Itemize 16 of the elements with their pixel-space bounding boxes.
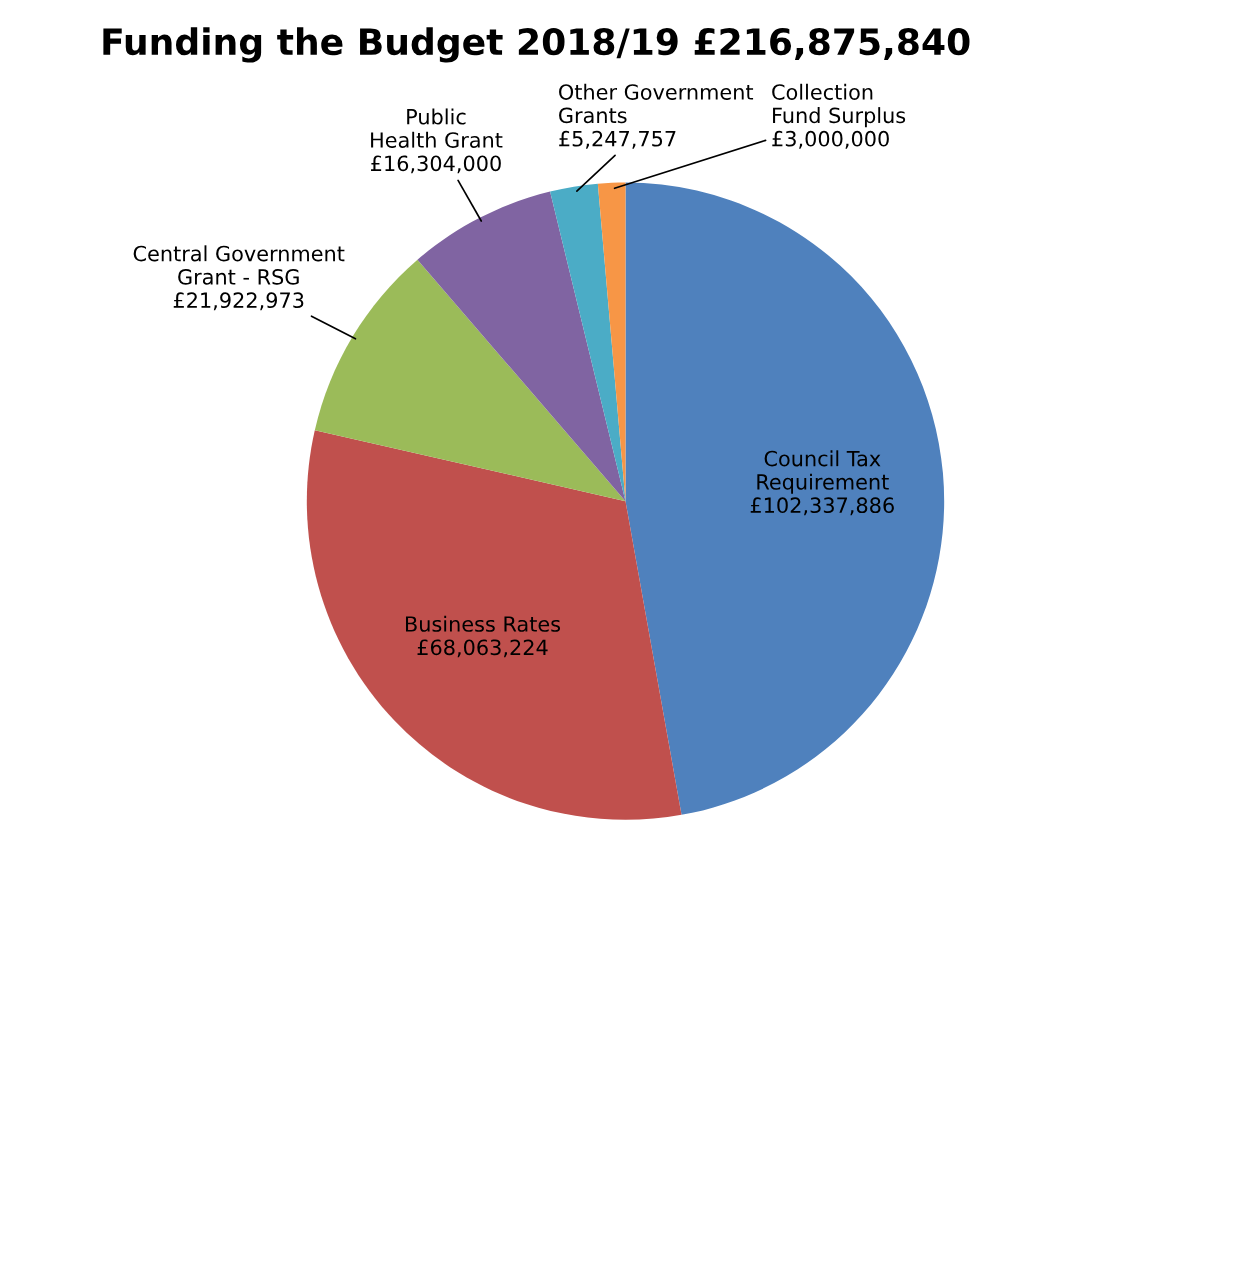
pie-slice — [625, 182, 945, 815]
slice-label: Council Tax Requirement — [757, 450, 889, 494]
slice-label: Other Government Grants — [559, 83, 754, 124]
chart-title: Funding the Budget 2018/19 £216,875,840 — [103, 27, 970, 63]
slice-label: Business Rates — [406, 615, 561, 632]
pie-slice — [306, 430, 682, 820]
data-label: £102,337,886 — [750, 497, 894, 516]
data-label: £5,247,757 — [559, 130, 676, 149]
pie-slice — [417, 191, 626, 502]
data-label: £16,304,000 — [371, 155, 501, 174]
slice-label: Collection Fund Surplus — [772, 83, 906, 128]
slice-label: Central Government Grant - RSG — [133, 245, 345, 285]
slice-label: Public Health Grant — [371, 108, 503, 148]
data-label: £21,922,973 — [173, 292, 304, 311]
data-label: £68,063,224 — [417, 639, 548, 658]
data-label: £3,000,000 — [772, 130, 889, 149]
